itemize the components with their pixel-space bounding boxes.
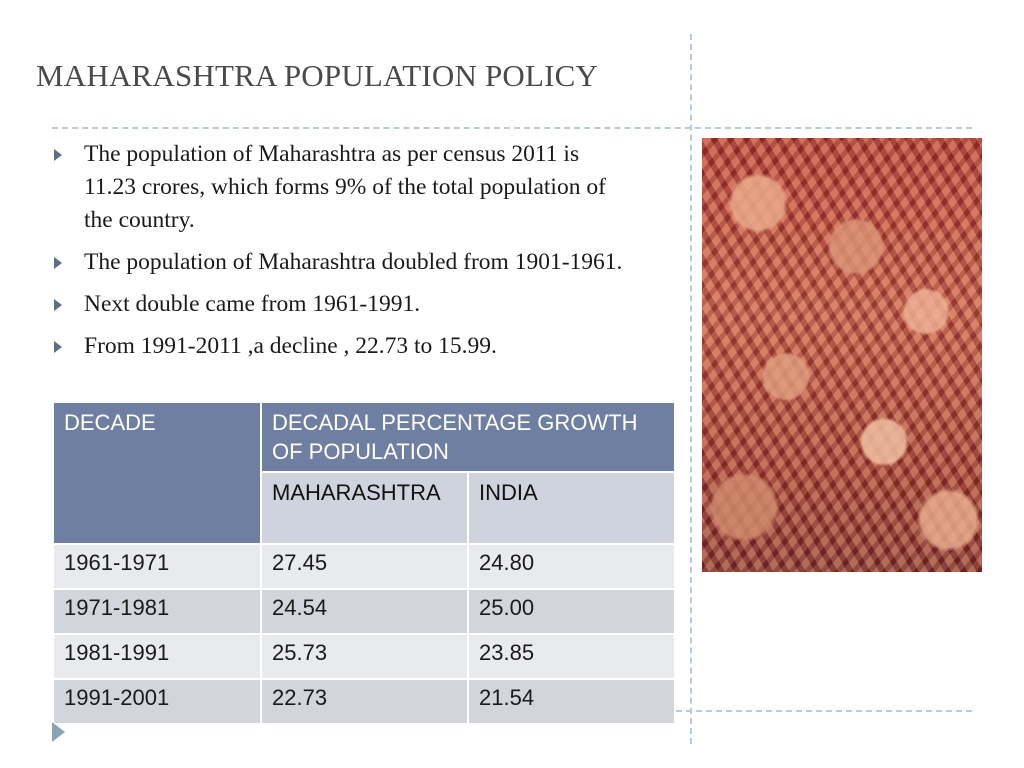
slide-title: MAHARASHTRA POPULATION POLICY (36, 58, 599, 93)
bullet-text: From 1991-2011 ,a decline , 22.73 to 15.… (84, 333, 497, 359)
india-header: INDIA (467, 471, 676, 545)
bullet-item: The population of Maharashtra as per cen… (52, 138, 632, 237)
population-growth-table: DECADE DECADAL PERCENTAGE GROWTH OF POPU… (52, 401, 676, 725)
table-row: 1981-1991 25.73 23.85 (52, 633, 676, 680)
bullet-text: The population of Maharashtra doubled fr… (84, 249, 623, 275)
table-row: 1991-2001 22.73 21.54 (52, 678, 676, 725)
bottom-divider (676, 710, 972, 712)
bullet-text: Next double came from 1961-1991. (84, 291, 421, 317)
decade-cell: 1971-1981 (52, 588, 262, 635)
decade-cell: 1991-2001 (52, 678, 262, 725)
bullet-text: The population of Maharashtra as per cen… (84, 141, 606, 233)
bullet-item: From 1991-2011 ,a decline , 22.73 to 15.… (52, 330, 632, 363)
india-cell: 24.80 (467, 543, 676, 590)
decade-cell: 1961-1971 (52, 543, 262, 590)
crowd-photo (702, 138, 982, 572)
table-row: 1971-1981 24.54 25.00 (52, 588, 676, 635)
title-divider (52, 127, 972, 129)
bullet-arrow-icon (54, 341, 62, 353)
bullet-item: Next double came from 1961-1991. (52, 288, 632, 321)
india-cell: 21.54 (467, 678, 676, 725)
slide-nav-arrow-icon[interactable] (52, 722, 65, 742)
india-cell: 25.00 (467, 588, 676, 635)
maharashtra-header: MAHARASHTRA (260, 471, 469, 545)
table-row: 1961-1971 27.45 24.80 (52, 543, 676, 590)
growth-group-header: DECADAL PERCENTAGE GROWTH OF POPULATION (260, 401, 676, 473)
bullet-item: The population of Maharashtra doubled fr… (52, 246, 632, 279)
maharashtra-cell: 24.54 (260, 588, 469, 635)
india-cell: 23.85 (467, 633, 676, 680)
maharashtra-cell: 27.45 (260, 543, 469, 590)
bullet-arrow-icon (54, 257, 62, 269)
decade-header: DECADE (52, 401, 262, 545)
vertical-divider (690, 34, 692, 744)
bullet-arrow-icon (54, 149, 62, 161)
bullet-arrow-icon (54, 299, 62, 311)
maharashtra-cell: 22.73 (260, 678, 469, 725)
bullet-list: The population of Maharashtra as per cen… (52, 138, 632, 372)
maharashtra-cell: 25.73 (260, 633, 469, 680)
decade-cell: 1981-1991 (52, 633, 262, 680)
